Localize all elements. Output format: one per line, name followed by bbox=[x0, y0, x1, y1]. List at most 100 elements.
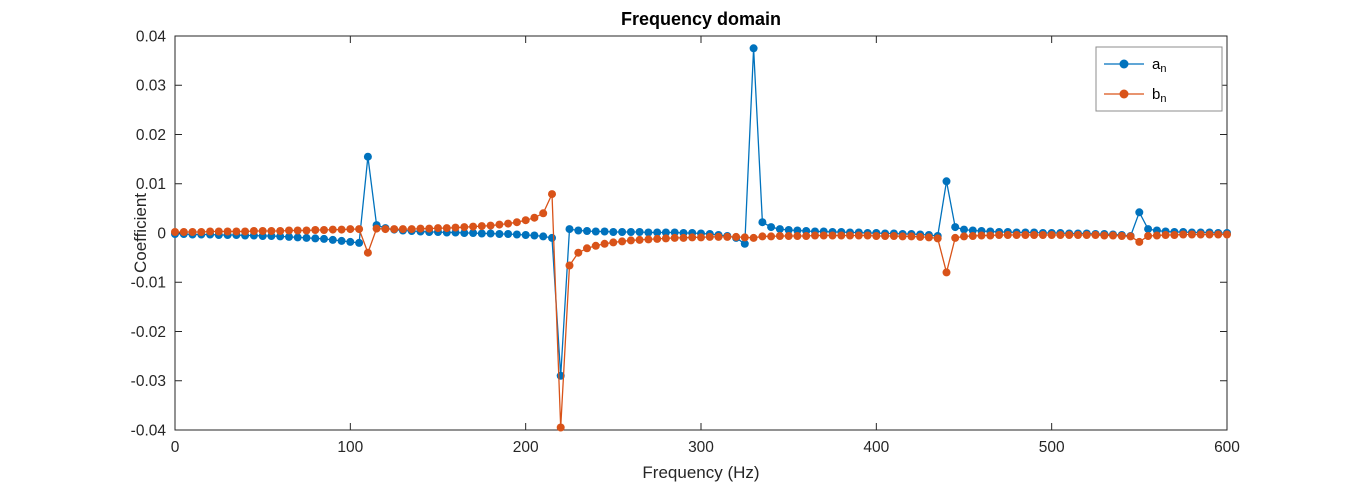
data-point bbox=[846, 231, 854, 240]
y-tick-label: 0.04 bbox=[136, 28, 167, 45]
plot-area: 0 100 200 300 400 500 600 -0.04 -0.03 -0.02 -0.01 0… bbox=[131, 28, 1241, 456]
data-point bbox=[504, 230, 513, 238]
data-point bbox=[477, 222, 486, 231]
data-point bbox=[1091, 231, 1100, 239]
data-point bbox=[355, 238, 364, 247]
data-point bbox=[942, 177, 951, 186]
data-point bbox=[504, 219, 513, 228]
data-point bbox=[346, 225, 355, 234]
data-point bbox=[1065, 231, 1074, 239]
data-point bbox=[486, 229, 495, 238]
chart-title: Frequency domain bbox=[621, 9, 781, 29]
data-point bbox=[530, 231, 539, 240]
data-point bbox=[1117, 232, 1126, 240]
data-point bbox=[477, 229, 486, 238]
x-tick-label: 300 bbox=[688, 439, 714, 456]
legend-marker bbox=[1119, 89, 1129, 99]
data-point bbox=[740, 239, 749, 248]
data-point bbox=[916, 232, 925, 241]
data-point bbox=[732, 232, 741, 241]
data-point bbox=[591, 227, 600, 236]
data-point bbox=[1161, 231, 1170, 239]
data-point bbox=[539, 232, 548, 241]
data-point bbox=[583, 227, 591, 235]
data-point bbox=[1100, 231, 1109, 240]
data-point bbox=[1056, 231, 1065, 239]
data-point bbox=[749, 233, 758, 242]
data-point bbox=[583, 244, 591, 253]
data-point bbox=[1135, 237, 1144, 246]
data-point bbox=[285, 226, 293, 235]
data-point bbox=[1196, 230, 1205, 239]
y-tick-label: 0.01 bbox=[136, 176, 166, 193]
data-point bbox=[1152, 231, 1161, 240]
data-point bbox=[1012, 231, 1021, 239]
data-point bbox=[933, 234, 942, 243]
data-point bbox=[1021, 231, 1030, 239]
data-point bbox=[1047, 231, 1056, 239]
data-point bbox=[460, 229, 469, 237]
data-point bbox=[1126, 232, 1135, 241]
y-tick-label: 0.02 bbox=[136, 127, 166, 144]
data-point bbox=[802, 232, 811, 240]
x-ticks: 0 100 200 300 400 500 600 bbox=[171, 36, 1240, 456]
data-point bbox=[381, 225, 390, 234]
data-point bbox=[653, 234, 662, 243]
data-point bbox=[889, 232, 898, 240]
data-point bbox=[793, 226, 802, 235]
data-point bbox=[697, 233, 705, 242]
data-point bbox=[276, 227, 285, 235]
data-point bbox=[924, 233, 933, 242]
data-point bbox=[688, 233, 697, 242]
data-point bbox=[749, 44, 758, 53]
legend-label: bn bbox=[1152, 86, 1166, 105]
data-point bbox=[1223, 230, 1231, 239]
data-point bbox=[775, 232, 784, 240]
data-point bbox=[661, 234, 670, 243]
data-point bbox=[346, 237, 355, 246]
data-point bbox=[416, 224, 425, 233]
data-point bbox=[819, 231, 828, 240]
data-point bbox=[311, 234, 320, 243]
data-point bbox=[521, 231, 530, 239]
data-point bbox=[828, 231, 837, 240]
series-b-n bbox=[171, 190, 1231, 432]
y-tick-label: -0.02 bbox=[131, 324, 166, 341]
data-point bbox=[171, 228, 179, 236]
data-point bbox=[951, 233, 960, 242]
data-point bbox=[434, 224, 442, 233]
data-point bbox=[758, 232, 767, 241]
data-point bbox=[355, 225, 364, 234]
data-point bbox=[469, 229, 478, 237]
data-point bbox=[740, 233, 749, 242]
data-point bbox=[775, 225, 784, 234]
data-point bbox=[1205, 230, 1214, 239]
data-point bbox=[881, 232, 890, 240]
y-tick-label: -0.03 bbox=[131, 373, 166, 390]
legend-box bbox=[1095, 46, 1223, 112]
data-point bbox=[179, 228, 188, 236]
data-point bbox=[942, 268, 951, 277]
x-tick-label: 200 bbox=[513, 439, 539, 456]
data-point bbox=[600, 227, 609, 236]
data-point bbox=[337, 225, 346, 234]
data-point bbox=[495, 230, 504, 238]
data-point bbox=[328, 225, 337, 234]
data-point bbox=[1109, 231, 1117, 240]
data-point bbox=[1003, 231, 1012, 239]
data-point bbox=[223, 227, 232, 236]
data-point bbox=[609, 228, 618, 236]
data-point bbox=[548, 190, 556, 199]
data-point bbox=[863, 231, 872, 240]
x-tick-label: 100 bbox=[337, 439, 363, 456]
data-point bbox=[574, 226, 583, 235]
data-point bbox=[363, 248, 372, 257]
data-point bbox=[661, 228, 670, 237]
y-tick-label: 0 bbox=[157, 225, 166, 242]
data-point bbox=[1074, 231, 1082, 239]
data-point bbox=[565, 261, 574, 270]
x-tick-label: 400 bbox=[863, 439, 889, 456]
data-point bbox=[188, 228, 197, 236]
